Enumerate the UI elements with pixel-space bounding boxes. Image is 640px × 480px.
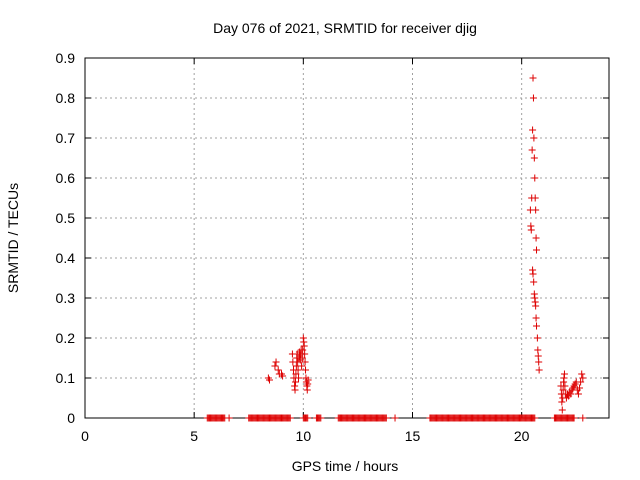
data-point bbox=[577, 378, 585, 386]
data-point bbox=[302, 366, 310, 374]
data-point bbox=[533, 334, 541, 342]
x-tick-label: 5 bbox=[190, 428, 198, 444]
data-point bbox=[529, 126, 537, 134]
data-point bbox=[532, 206, 540, 214]
data-point bbox=[300, 342, 308, 350]
data-point bbox=[535, 358, 543, 366]
y-tick-label: 0.4 bbox=[56, 250, 76, 266]
data-point bbox=[295, 374, 303, 382]
y-tick-label: 0.7 bbox=[56, 130, 76, 146]
data-point bbox=[558, 406, 566, 414]
data-point bbox=[291, 386, 299, 394]
grid-lines bbox=[85, 58, 609, 418]
data-point bbox=[570, 414, 578, 422]
data-point bbox=[274, 366, 282, 374]
data-point bbox=[558, 398, 566, 406]
y-tick-label: 0.3 bbox=[56, 290, 76, 306]
y-tick-labels: 0 0.1 0.2 0.3 0.4 0.5 0.6 0.7 0.8 0.9 bbox=[56, 50, 76, 426]
data-point bbox=[574, 390, 582, 398]
data-point bbox=[304, 414, 312, 422]
data-point bbox=[529, 74, 537, 82]
data-point bbox=[527, 226, 535, 234]
data-point bbox=[265, 376, 273, 384]
data-point bbox=[279, 372, 287, 380]
data-point bbox=[301, 358, 309, 366]
chart-title: Day 076 of 2021, SRMTID for receiver dji… bbox=[213, 20, 477, 36]
y-tick-label: 0.5 bbox=[56, 210, 76, 226]
data-point bbox=[578, 370, 586, 378]
data-point bbox=[291, 378, 299, 386]
data-point bbox=[532, 234, 540, 242]
data-point bbox=[298, 362, 306, 370]
data-point bbox=[286, 414, 294, 422]
data-point bbox=[531, 414, 539, 422]
y-tick-label: 0.8 bbox=[56, 90, 76, 106]
data-point bbox=[301, 350, 309, 358]
x-tick-label: 15 bbox=[405, 428, 421, 444]
data-point bbox=[534, 352, 542, 360]
data-point bbox=[531, 174, 539, 182]
data-point bbox=[298, 354, 306, 362]
data-points bbox=[203, 74, 587, 422]
data-point bbox=[304, 376, 312, 384]
data-point bbox=[532, 302, 540, 310]
data-point bbox=[533, 246, 541, 254]
x-axis-label: GPS time / hours bbox=[292, 458, 399, 474]
data-point bbox=[533, 322, 541, 330]
data-point bbox=[317, 414, 325, 422]
axis-ticks bbox=[84, 57, 609, 419]
y-tick-label: 0.2 bbox=[56, 330, 76, 346]
y-tick-label: 0.6 bbox=[56, 170, 76, 186]
data-point bbox=[560, 370, 568, 378]
y-tick-label: 0.9 bbox=[56, 50, 76, 66]
x-tick-labels: 0 5 10 15 20 bbox=[81, 428, 530, 444]
data-point bbox=[225, 414, 233, 422]
x-tick-label: 0 bbox=[81, 428, 89, 444]
data-point bbox=[303, 386, 311, 394]
data-point bbox=[530, 278, 538, 286]
data-point bbox=[530, 154, 538, 162]
data-point bbox=[535, 366, 543, 374]
data-point bbox=[567, 390, 575, 398]
data-point bbox=[292, 370, 300, 378]
data-point bbox=[559, 386, 567, 394]
data-point bbox=[534, 346, 542, 354]
plot-frame bbox=[84, 57, 610, 419]
data-point bbox=[271, 362, 279, 370]
x-tick-label: 20 bbox=[514, 428, 530, 444]
data-point bbox=[532, 314, 540, 322]
data-point bbox=[531, 194, 539, 202]
data-point bbox=[529, 270, 537, 278]
data-point bbox=[530, 134, 538, 142]
data-point bbox=[294, 366, 302, 374]
data-point bbox=[528, 146, 536, 154]
data-point bbox=[529, 94, 537, 102]
data-point bbox=[579, 374, 587, 382]
y-axis-label: SRMTID / TECUs bbox=[5, 183, 21, 293]
x-tick-label: 10 bbox=[296, 428, 312, 444]
data-point bbox=[579, 414, 587, 422]
data-point bbox=[382, 414, 390, 422]
data-point bbox=[561, 382, 569, 390]
data-point bbox=[272, 358, 280, 366]
y-tick-label: 0 bbox=[67, 410, 75, 426]
data-point bbox=[391, 414, 399, 422]
data-point bbox=[299, 346, 307, 354]
y-tick-label: 0.1 bbox=[56, 370, 76, 386]
data-point bbox=[576, 384, 584, 392]
